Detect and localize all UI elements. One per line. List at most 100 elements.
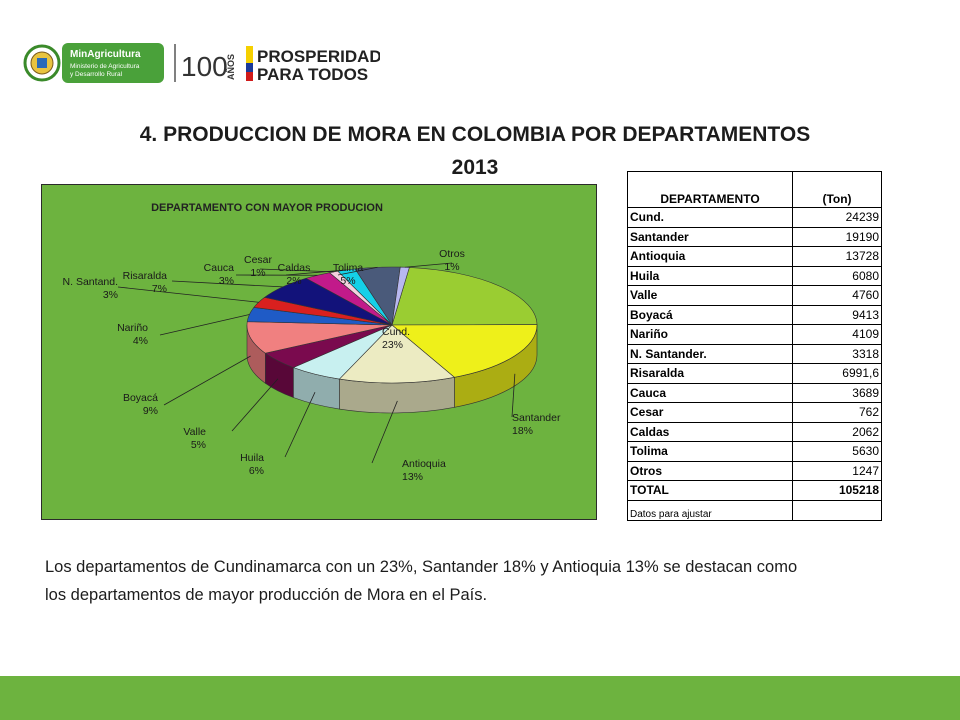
pie-slice-percent-label: 2%	[286, 275, 301, 287]
tons-cell: 6080	[792, 265, 882, 286]
department-cell: Valle	[627, 285, 793, 306]
pie-slice-percent-label: 23%	[382, 339, 403, 351]
title-line1: 4. PRODUCCION DE MORA EN COLOMBIA POR DE…	[139, 123, 811, 146]
pie-slice-name-label: Cesar	[244, 254, 273, 266]
department-cell: Caldas	[627, 421, 793, 442]
table-note-row: Datos para ajustar	[627, 499, 882, 521]
department-cell: Otros	[627, 460, 793, 481]
tons-cell: 4760	[792, 285, 882, 306]
table-header-row: DEPARTAMENTO (Ton)	[627, 171, 882, 208]
pie-leader-line	[284, 391, 316, 458]
table-note: Datos para ajustar	[627, 499, 793, 521]
tons-cell: 1247	[792, 460, 882, 481]
department-cell: Antioquia	[627, 246, 793, 267]
table-row: Antioquia 13728	[627, 246, 882, 267]
department-cell: Huila	[627, 265, 793, 286]
pie-leader-line	[285, 269, 347, 276]
pie-slice-name-label: Antioquia	[402, 458, 446, 470]
pie-slice-name-label: Valle	[183, 426, 206, 438]
table-row: Risaralda 6991,6	[627, 363, 882, 384]
pie-slice-percent-label: 3%	[103, 289, 118, 301]
page-title: 4. PRODUCCION DE MORA EN COLOMBIA POR DE…	[100, 118, 850, 184]
pie-chart: DEPARTAMENTO CON MAYOR PRODUCION Cund.23…	[63, 202, 561, 483]
tons-cell: 13728	[792, 246, 882, 267]
pie-leader-line	[371, 400, 398, 464]
pie-slice-percent-label: 1%	[250, 267, 265, 279]
table-row: Cesar 762	[627, 402, 882, 423]
table-row: Valle 4760	[627, 285, 882, 306]
table-row: Cauca 3689	[627, 382, 882, 403]
chart-title: DEPARTAMENTO CON MAYOR PRODUCION	[151, 202, 383, 214]
pie-slice-percent-label: 5%	[340, 275, 355, 287]
pie-slice-percent-label: 7%	[152, 283, 167, 295]
pie-slice-percent-label: 6%	[249, 465, 264, 477]
tons-cell: 9413	[792, 304, 882, 325]
total-value: 105218	[792, 480, 882, 501]
pie-leader-line	[259, 268, 334, 273]
pie-leader-line	[404, 262, 453, 268]
ministry-sub1: Ministerio de Agricultura	[70, 63, 140, 70]
department-cell: Boyacá	[627, 304, 793, 325]
conclusion-text: Los departamentos de Cundinamarca con un…	[45, 553, 925, 609]
column-header-department: DEPARTAMENTO	[627, 171, 793, 208]
years-number: 100	[181, 51, 228, 82]
table-row: Nariño 4109	[627, 324, 882, 345]
pie-slice-percent-label: 3%	[219, 275, 234, 287]
colombia-flag-icon	[246, 46, 253, 81]
column-header-tons: (Ton)	[792, 171, 882, 208]
production-table: DEPARTAMENTO (Ton) Cund. 24239 Santander 19…	[627, 171, 882, 521]
pie-slice-name-label: Nariño	[117, 322, 148, 334]
coat-of-arms-icon	[23, 44, 61, 82]
pie-slice-name-label: Tolima	[333, 262, 364, 274]
pie-slice-name-label: Risaralda	[123, 270, 168, 282]
tons-cell: 762	[792, 402, 882, 423]
pie-slice-name-label: Huila	[240, 452, 264, 464]
pie-slice-percent-label: 13%	[402, 471, 423, 483]
minagricultura-logo: MinAgricultura Ministerio de Agricultura…	[62, 43, 164, 83]
pie-slice	[391, 267, 538, 326]
table-row: Boyacá 9413	[627, 304, 882, 325]
ministry-name: MinAgricultura	[70, 49, 141, 60]
years-word: AÑOS	[226, 54, 236, 80]
department-cell: Tolima	[627, 441, 793, 462]
pie-slice-name-label: Otros	[439, 248, 465, 260]
pie-leader-line	[117, 286, 259, 303]
department-cell: Cauca	[627, 382, 793, 403]
table-row: Cund. 24239	[627, 207, 882, 228]
pie-slice-name-label: N. Santand.	[63, 276, 118, 288]
slogan-line1: PROSPERIDAD	[257, 47, 380, 66]
table-row: N. Santander. 3318	[627, 343, 882, 364]
tons-cell: 3318	[792, 343, 882, 364]
pie-slice-name-label: Cauca	[204, 262, 235, 274]
pie-slice	[391, 324, 538, 378]
pie-slice-name-label: Santander	[512, 412, 561, 424]
slogan-line2: PARA TODOS	[257, 65, 368, 84]
department-cell: Nariño	[627, 324, 793, 345]
department-cell: Risaralda	[627, 363, 793, 384]
pie-slice-percent-label: 5%	[191, 439, 206, 451]
table-row: Huila 6080	[627, 265, 882, 286]
ministry-sub2: y Desarrollo Rural	[70, 71, 123, 78]
table-row: Santander 19190	[627, 226, 882, 247]
pie-slice-percent-label: 9%	[143, 405, 158, 417]
tons-cell: 3689	[792, 382, 882, 403]
conclusion-line1: Los departamentos de Cundinamarca con un…	[45, 558, 798, 576]
pie-leader-line	[171, 280, 283, 288]
tons-cell: 19190	[792, 226, 882, 247]
department-cell: N. Santander.	[627, 343, 793, 364]
pie-leader-line	[511, 373, 516, 418]
tons-cell: 2062	[792, 421, 882, 442]
pie-slice	[391, 266, 410, 326]
pie-leader-line	[231, 378, 279, 432]
tons-cell: 4109	[792, 324, 882, 345]
total-label: TOTAL	[627, 480, 793, 501]
pie-leader-line	[159, 314, 250, 336]
footer-bar	[0, 676, 960, 720]
pie-slice	[246, 321, 393, 354]
table-row: Otros 1247	[627, 460, 882, 481]
table-row: Caldas 2062	[627, 421, 882, 442]
header-logos: MinAgricultura Ministerio de Agricultura…	[23, 43, 380, 84]
pie-slice-percent-label: 4%	[133, 335, 148, 347]
table-note-empty	[792, 499, 882, 521]
pie-leader-line	[337, 266, 378, 276]
